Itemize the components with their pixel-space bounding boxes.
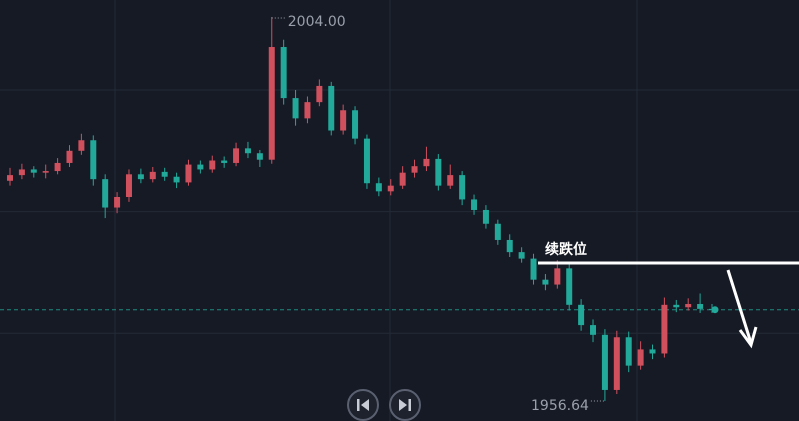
candle-body xyxy=(399,172,406,186)
candle-body xyxy=(197,164,204,170)
candle-body xyxy=(173,176,180,183)
candle-body xyxy=(78,140,85,151)
candle-body xyxy=(566,268,573,305)
candle-body xyxy=(30,169,37,173)
candle-body xyxy=(530,258,537,280)
candle-body xyxy=(411,166,418,173)
candle-body xyxy=(649,349,656,354)
candle-body xyxy=(328,85,335,131)
candle-body xyxy=(542,279,549,285)
icon xyxy=(361,399,369,411)
candle-body xyxy=(268,47,275,160)
candle-body xyxy=(554,268,561,285)
candle-body xyxy=(613,337,620,390)
candle-body xyxy=(661,304,668,354)
candle-body xyxy=(578,304,585,326)
candle-body xyxy=(316,85,323,103)
candle-body xyxy=(482,209,489,224)
candle-body xyxy=(494,223,501,240)
candle-body xyxy=(518,252,525,259)
candle-body xyxy=(673,304,680,308)
min-label: 1956.64 xyxy=(531,398,589,414)
candle-body xyxy=(506,239,513,253)
candle-body xyxy=(590,325,597,335)
candle-body xyxy=(697,304,704,309)
candle-body xyxy=(352,110,359,139)
prev-button[interactable] xyxy=(347,389,379,421)
candle-body xyxy=(304,102,311,119)
candle-body xyxy=(601,334,608,390)
arrow xyxy=(726,269,753,344)
candle-body xyxy=(149,171,156,180)
plot: 2004.00 1956.64 续跌位 xyxy=(0,14,799,414)
candle-body xyxy=(18,169,25,176)
candle-body xyxy=(637,349,644,366)
candle-body xyxy=(256,153,263,160)
candle-body xyxy=(471,199,478,210)
candle-body xyxy=(66,150,73,163)
candle-body xyxy=(209,160,216,170)
candle-body xyxy=(7,175,13,181)
candle-body xyxy=(185,164,192,183)
candle-body xyxy=(363,138,370,184)
candle-body xyxy=(625,337,632,366)
icon xyxy=(408,399,411,411)
candle-body xyxy=(114,197,121,208)
candle-body xyxy=(54,162,61,172)
candle-body xyxy=(125,174,132,198)
candle-body xyxy=(340,110,347,131)
annotation-text: 续跌位 xyxy=(545,241,587,258)
arrow-head xyxy=(738,326,758,349)
icon xyxy=(399,399,407,411)
candle-body xyxy=(447,175,454,186)
candle-body xyxy=(387,185,394,192)
candle-body xyxy=(280,47,287,99)
candle-body xyxy=(244,148,251,154)
candle-body xyxy=(233,148,240,163)
next-button[interactable] xyxy=(389,389,421,421)
candle-body xyxy=(423,158,430,167)
candle-body xyxy=(685,304,692,308)
max-label: 2004.00 xyxy=(288,14,346,30)
candle-body xyxy=(375,183,382,192)
last-price-dot xyxy=(711,306,719,314)
icon xyxy=(357,399,360,411)
candle-body xyxy=(459,175,466,200)
candle-body xyxy=(42,171,49,173)
candle-body xyxy=(435,158,442,186)
candle-body xyxy=(292,98,299,119)
candle-body xyxy=(161,171,168,177)
candle-body xyxy=(90,140,97,180)
candle-body xyxy=(137,174,144,180)
candle-body xyxy=(102,179,109,208)
candle-body xyxy=(221,160,228,163)
